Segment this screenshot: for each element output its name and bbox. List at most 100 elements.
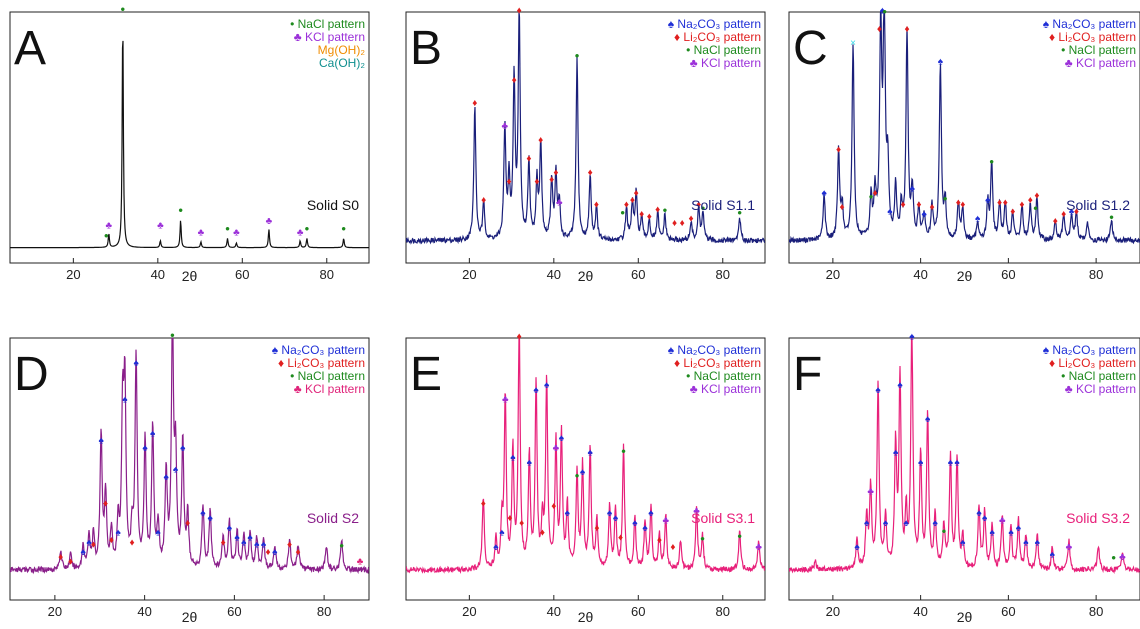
plot-frame — [788, 337, 1140, 601]
x-tick-label: 80 — [317, 604, 331, 619]
peak-marker-na2co3: ♠ — [921, 209, 927, 220]
legend-entry: • NaCl pattern — [1061, 369, 1136, 383]
legend-label: Na₂CO₃ pattern — [677, 17, 761, 31]
peak-marker-na2co3: ♠ — [510, 453, 516, 464]
legend-entry: ♦ Li₂CO₃ pattern — [1049, 30, 1136, 44]
peak-marker-unassigned: × — [850, 38, 856, 49]
peak-marker-na2co3: ♠ — [880, 6, 886, 17]
peak-marker-nacl: • — [120, 2, 125, 17]
x-tick-label: 20 — [826, 604, 840, 619]
peak-marker-li2co3: ♦ — [1061, 209, 1066, 220]
legend-symbol: ♣ — [294, 30, 305, 44]
peak-marker-nacl: • — [943, 191, 948, 206]
peak-marker-na2co3: ♠ — [909, 332, 915, 343]
peak-marker-na2co3: ♠ — [272, 547, 278, 558]
legend-symbol: ♦ — [1049, 30, 1058, 44]
peak-marker-li2co3: ♦ — [553, 167, 558, 178]
plot-frame — [405, 337, 766, 601]
peak-marker-kcl: ♣ — [198, 227, 205, 238]
peak-marker-na2co3: ♠ — [613, 513, 619, 524]
peak-marker-na2co3: ♠ — [115, 528, 121, 539]
plot-frame — [405, 11, 766, 264]
peak-marker-na2co3: ♠ — [982, 513, 988, 524]
peak-marker-li2co3: ♦ — [634, 188, 639, 199]
panel-letter: F — [793, 348, 822, 401]
panel-letter: D — [14, 348, 49, 401]
peak-marker-na2co3: ♠ — [854, 542, 860, 553]
peak-marker-li2co3: ♦ — [185, 518, 190, 529]
peak-marker-na2co3: ♠ — [985, 195, 991, 206]
peak-marker-kcl: ♣ — [157, 221, 164, 232]
peak-marker-na2co3: ♠ — [180, 443, 186, 454]
legend-symbol: ♠ — [668, 343, 678, 357]
peak-marker-na2co3: ♠ — [173, 465, 179, 476]
peak-marker-li2co3: ♦ — [956, 197, 961, 208]
peak-marker-li2co3: ♦ — [696, 200, 701, 211]
legend-entry: ♣ KCl pattern — [690, 56, 761, 70]
x-tick-label: 80 — [1089, 604, 1103, 619]
peak-marker-kcl: ♣ — [867, 486, 874, 497]
peak-marker-na2co3: ♠ — [648, 508, 654, 519]
legend-entry: ♠ Na₂CO₃ pattern — [272, 343, 365, 357]
peak-marker-na2co3: ♠ — [200, 508, 206, 519]
peak-marker-li2co3: ♦ — [130, 537, 135, 548]
peak-marker-na2co3: ♠ — [98, 436, 104, 447]
xrd-pattern-line — [406, 338, 765, 574]
panel-letter: A — [14, 22, 46, 75]
x-tick-label: 20 — [48, 604, 62, 619]
peak-marker-li2co3: ♦ — [507, 513, 512, 524]
legend-symbol: ♣ — [1065, 382, 1076, 396]
peak-marker-na2co3: ♠ — [254, 540, 260, 551]
x-axis-label: 2θ — [182, 268, 198, 284]
peak-marker-li2co3: ♦ — [670, 542, 675, 553]
x-tick-label: 80 — [320, 267, 334, 282]
x-tick-label: 80 — [1089, 267, 1103, 282]
legend-entry: • NaCl pattern — [1061, 43, 1136, 57]
x-tick-label: 40 — [547, 267, 561, 282]
peak-marker-li2co3: ♦ — [639, 209, 644, 220]
peak-marker-kcl: ♣ — [357, 557, 364, 568]
peak-marker-na2co3: ♠ — [150, 428, 156, 439]
peak-marker-nacl: • — [178, 203, 183, 218]
peak-marker-kcl: ♣ — [502, 395, 509, 406]
peak-marker-kcl: ♣ — [106, 221, 113, 232]
legend-entry: • NaCl pattern — [686, 43, 761, 57]
x-tick-label: 60 — [1001, 267, 1015, 282]
legend-label: KCl pattern — [701, 56, 761, 70]
legend-symbol: ♣ — [690, 382, 701, 396]
x-tick-label: 60 — [227, 604, 241, 619]
peak-marker-nacl: • — [989, 154, 994, 169]
peak-marker-kcl: ♣ — [693, 506, 700, 517]
peak-marker-nacl: • — [1111, 550, 1116, 565]
legend-entry: ♦ Li₂CO₃ pattern — [674, 356, 761, 370]
peak-marker-na2co3: ♠ — [903, 518, 909, 529]
panel-e: ♦♠♠♣♠♦♦ ♦♠♠♦♠♣♠♦♠• ♠♠♦♠ ♠•♦♠ ♠♠♦♣♦♣• •♣20 40 60… — [405, 332, 766, 625]
x-tick-label: 40 — [137, 604, 151, 619]
peak-marker-li2co3: ♦ — [481, 499, 486, 510]
peak-marker-li2co3: ♦ — [904, 24, 909, 35]
legend-entry: ♣ KCl pattern — [1065, 56, 1136, 70]
peak-marker-na2co3: ♠ — [142, 443, 148, 454]
legend-label: NaCl pattern — [1069, 43, 1136, 57]
x-tick-label: 40 — [913, 604, 927, 619]
peak-marker-na2co3: ♠ — [875, 385, 881, 396]
legend-entry: ♣ KCl pattern — [690, 382, 761, 396]
legend-entry: • NaCl pattern — [290, 369, 365, 383]
xrd-pattern-line — [10, 338, 369, 575]
peak-marker-li2co3: ♦ — [517, 6, 522, 17]
plot-frame — [9, 11, 370, 264]
legend-entry: ♦ Li₂CO₃ pattern — [1049, 356, 1136, 370]
peak-marker-na2co3: ♠ — [207, 513, 213, 524]
peak-marker-li2co3: ♦ — [1074, 207, 1079, 218]
legend-label: Na₂CO₃ pattern — [677, 343, 761, 357]
x-tick-label: 80 — [716, 604, 730, 619]
peak-marker-na2co3: ♠ — [897, 380, 903, 391]
x-tick-label: 40 — [151, 267, 165, 282]
peak-marker-li2co3: ♦ — [901, 200, 906, 211]
legend-label: KCl pattern — [1076, 382, 1136, 396]
peak-marker-kcl: ♣ — [662, 516, 669, 527]
peak-marker-nacl: • — [339, 538, 344, 553]
peak-marker-li2co3: ♦ — [1028, 195, 1033, 206]
peak-marker-nacl: • — [737, 528, 742, 543]
xrd-pattern-line — [789, 12, 1140, 245]
